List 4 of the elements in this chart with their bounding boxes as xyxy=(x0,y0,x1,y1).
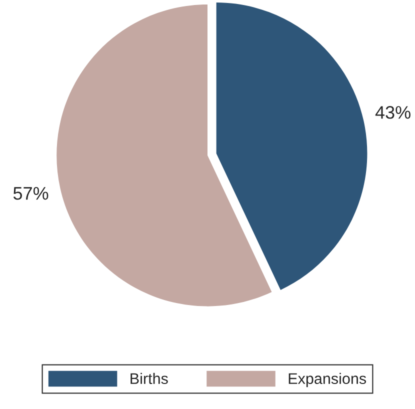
legend-label: Expansions xyxy=(288,372,366,388)
data-label: 43% xyxy=(375,106,410,119)
data-label: 57% xyxy=(13,187,48,200)
legend-label: Births xyxy=(130,372,168,384)
